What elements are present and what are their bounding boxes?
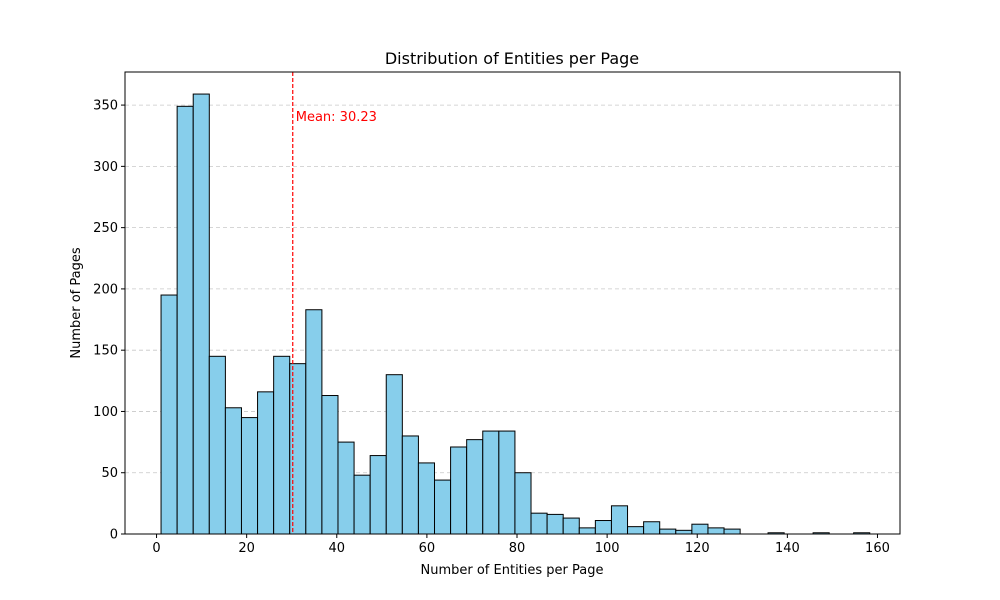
histogram-bar <box>723 528 741 535</box>
histogram-bar <box>192 93 210 535</box>
histogram-bar <box>224 407 242 535</box>
x-tick-label: 60 <box>419 541 436 556</box>
x-tick-label: 20 <box>238 541 255 556</box>
histogram-bars <box>160 93 871 535</box>
x-tick-label: 100 <box>595 541 620 556</box>
histogram-bar <box>289 363 307 535</box>
histogram-bar <box>160 294 178 535</box>
histogram-bar <box>578 527 596 535</box>
histogram-bar <box>353 474 371 535</box>
y-tick-label: 250 <box>93 221 118 236</box>
histogram-bar <box>385 374 403 535</box>
histogram-bar <box>273 355 291 535</box>
x-tick-label: 140 <box>775 541 800 556</box>
x-tick-label: 80 <box>509 541 526 556</box>
x-tick-label: 160 <box>865 541 890 556</box>
x-tick-label: 120 <box>685 541 710 556</box>
histogram-bar <box>675 529 693 535</box>
x-tick-label: 0 <box>152 541 160 556</box>
mean-marker: Mean: 30.23 <box>292 72 377 534</box>
x-tick-label: 40 <box>328 541 345 556</box>
x-axis-label: Number of Entities per Page <box>421 563 604 578</box>
histogram-bar <box>707 527 725 535</box>
y-tick-label: 200 <box>93 282 118 297</box>
histogram-bar <box>240 417 259 535</box>
y-axis-label: Number of Pages <box>69 247 84 358</box>
y-tick-label: 150 <box>93 344 118 359</box>
histogram-bar <box>257 391 275 535</box>
mean-label: Mean: 30.23 <box>296 110 377 125</box>
histogram-bar <box>208 355 226 535</box>
histogram-bar <box>401 435 419 535</box>
histogram-bar <box>305 309 323 535</box>
histogram-bar <box>514 472 532 535</box>
histogram-bar <box>659 528 677 535</box>
grid-lines <box>125 104 900 474</box>
histogram-bar <box>546 513 564 535</box>
histogram-bar <box>482 430 500 535</box>
y-tick-label: 100 <box>93 405 118 420</box>
histogram-bar <box>594 520 612 535</box>
y-tick-label: 50 <box>101 466 118 481</box>
histogram-bar <box>627 526 645 535</box>
histogram-bar <box>530 512 548 535</box>
y-tick-label: 0 <box>110 528 118 543</box>
histogram-bar <box>369 455 387 535</box>
y-tick-label: 350 <box>93 99 118 114</box>
chart-title: Distribution of Entities per Page <box>385 49 639 68</box>
histogram-bar <box>691 523 709 535</box>
histogram-bar <box>498 430 516 535</box>
plot-area-frame <box>124 71 901 535</box>
histogram-bar <box>434 479 452 535</box>
histogram-bar <box>450 446 468 535</box>
y-axis-ticks: 0 50 100 150 200 250 300 350 <box>93 99 125 543</box>
histogram-bar <box>643 521 661 535</box>
histogram-bar <box>417 462 436 535</box>
x-axis-ticks: 0 20 40 60 80 100 120 140 160 <box>152 534 890 556</box>
histogram-bar <box>466 439 484 535</box>
y-tick-label: 300 <box>93 160 118 175</box>
histogram-bar <box>562 517 580 535</box>
histogram-bar <box>176 105 194 535</box>
histogram-bar <box>321 395 339 535</box>
histogram-bar <box>610 505 629 535</box>
histogram-bar <box>337 441 355 535</box>
